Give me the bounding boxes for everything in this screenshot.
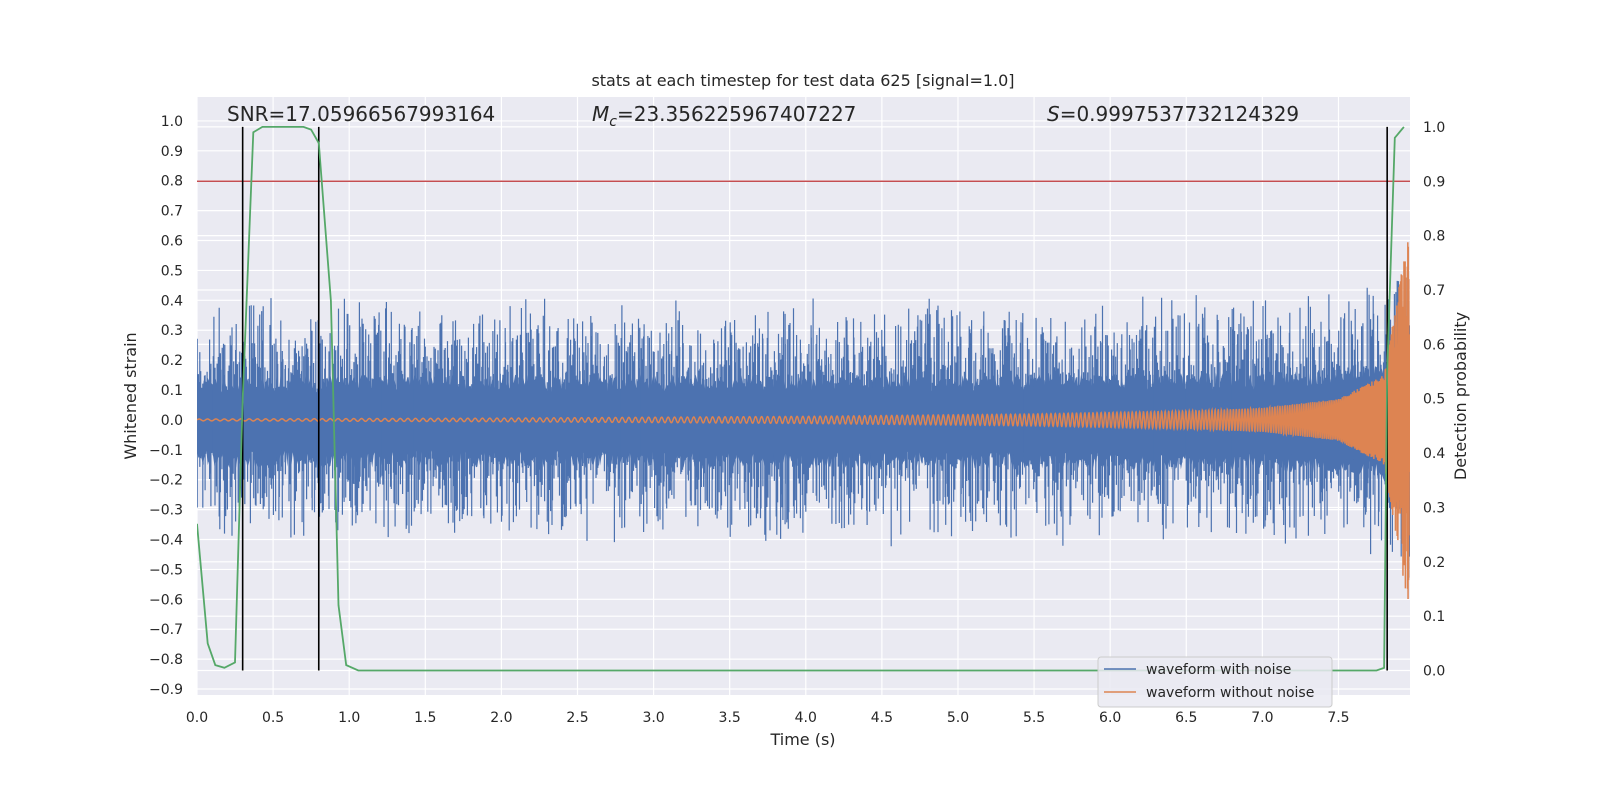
y-left-tick-label: 0.1: [161, 383, 183, 399]
y-left-tick-label: −0.2: [149, 473, 183, 489]
y-left-tick-label: −0.6: [149, 592, 183, 608]
y-right-tick-label: 0.0: [1423, 664, 1445, 680]
y-right-tick-label: 1.0: [1423, 120, 1445, 136]
x-tick-label: 3.5: [719, 710, 741, 726]
y-left-tick-label: −0.4: [149, 533, 183, 549]
x-tick-label: 4.0: [795, 710, 817, 726]
chirp-mass-symbol: M: [592, 102, 609, 126]
x-tick-label: 7.5: [1327, 710, 1349, 726]
chirp-mass-annotation: Mc=23.356225967407227: [592, 102, 856, 130]
x-tick-label: 2.0: [490, 710, 512, 726]
y-left-tick-label: 0.9: [161, 144, 183, 160]
y-right-tick-label: 0.4: [1423, 446, 1445, 462]
x-axis-ticks: 0.0 0.5 1.0 1.5 2.0 2.5 3.0 3.5 4.0 4.5 5.0 5.5 6.0 6…: [186, 710, 1350, 726]
x-tick-label: 1.0: [338, 710, 360, 726]
x-tick-label: 5.0: [947, 710, 969, 726]
s-symbol: S: [1047, 102, 1060, 126]
y-right-tick-label: 0.7: [1423, 283, 1445, 299]
series-waveform-without-noise: [197, 242, 1410, 599]
x-tick-label: 5.5: [1023, 710, 1045, 726]
y-left-tick-label: −0.8: [149, 652, 183, 668]
chart-title: stats at each timestep for test data 625…: [591, 71, 1014, 90]
legend: waveform with noise waveform without noi…: [1097, 656, 1333, 708]
y-left-tick-label: 0.3: [161, 323, 183, 339]
y-right-tick-label: 0.2: [1423, 555, 1445, 571]
x-tick-label: 4.5: [871, 710, 893, 726]
y-left-tick-label: 1.0: [161, 114, 183, 130]
y-right-tick-label: 0.6: [1423, 337, 1445, 353]
y-left-tick-label: −0.5: [149, 562, 183, 578]
s-value: =0.9997537732124329: [1060, 102, 1299, 126]
legend-box: [1097, 656, 1333, 708]
y-right-tick-label: 0.9: [1423, 174, 1445, 190]
x-tick-label: 6.0: [1099, 710, 1121, 726]
y-left-tick-label: 0.4: [161, 293, 183, 309]
x-axis-label: Time (s): [769, 730, 835, 749]
y-left-tick-label: −0.7: [149, 622, 183, 638]
legend-label-noise: waveform with noise: [1146, 662, 1291, 678]
x-tick-label: 3.0: [642, 710, 664, 726]
y-left-tick-label: 0.6: [161, 234, 183, 250]
y-right-axis-label: Detection probability: [1451, 312, 1470, 480]
snr-annotation: SNR=17.05966567993164: [227, 102, 495, 126]
y-left-tick-label: 0.8: [161, 174, 183, 190]
y-left-tick-label: 0.7: [161, 204, 183, 220]
y-left-axis-ticks: 1.0 0.9 0.8 0.7 0.6 0.5 0.4 0.3 0.2 0.1 0.0 −0.1 −0.…: [149, 114, 183, 698]
y-left-axis-label: Whitened strain: [121, 332, 140, 459]
y-left-tick-label: −0.3: [149, 503, 183, 519]
y-right-tick-label: 0.8: [1423, 229, 1445, 245]
y-left-tick-label: −0.1: [149, 443, 183, 459]
series-detection-probability: [197, 126, 1405, 672]
y-right-tick-label: 0.3: [1423, 500, 1445, 516]
x-tick-label: 0.0: [186, 710, 208, 726]
y-left-tick-label: 0.5: [161, 263, 183, 279]
x-tick-label: 2.5: [566, 710, 588, 726]
s-annotation: S=0.9997537732124329: [1047, 102, 1299, 126]
y-left-tick-label: 0.2: [161, 353, 183, 369]
chirp-mass-value: =23.356225967407227: [617, 102, 856, 126]
y-right-axis-ticks: 1.0 0.9 0.8 0.7 0.6 0.5 0.4 0.3 0.2 0.1 0.0: [1423, 120, 1445, 680]
x-tick-label: 6.5: [1175, 710, 1197, 726]
x-tick-label: 0.5: [262, 710, 284, 726]
y-left-tick-label: −0.9: [149, 682, 183, 698]
chirp-mass-subscript: c: [609, 114, 617, 130]
x-tick-label: 1.5: [414, 710, 436, 726]
y-left-tick-label: 0.0: [161, 413, 183, 429]
y-right-tick-label: 0.1: [1423, 609, 1445, 625]
legend-label-clean: waveform without noise: [1146, 685, 1314, 701]
y-right-tick-label: 0.5: [1423, 392, 1445, 408]
x-tick-label: 7.0: [1251, 710, 1273, 726]
